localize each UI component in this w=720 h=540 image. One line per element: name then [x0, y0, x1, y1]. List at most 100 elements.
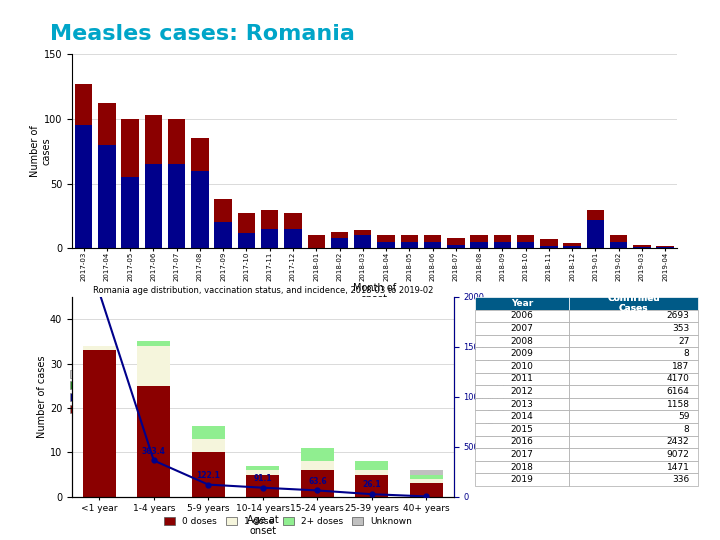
Bar — [563, 243, 581, 246]
Bar — [475, 373, 569, 385]
Bar — [122, 177, 139, 248]
Bar — [238, 233, 255, 248]
Bar — [301, 461, 333, 470]
Bar — [330, 232, 348, 238]
Bar — [261, 210, 279, 229]
Bar — [475, 309, 569, 322]
Bar — [410, 475, 443, 479]
Text: 1158: 1158 — [667, 400, 690, 409]
Text: 2015: 2015 — [510, 425, 534, 434]
Bar — [517, 235, 534, 242]
Bar — [569, 448, 698, 461]
Bar — [145, 115, 162, 164]
Bar — [563, 246, 581, 248]
Bar — [246, 465, 279, 470]
Bar — [410, 483, 443, 497]
Text: Year: Year — [511, 299, 534, 308]
Bar — [587, 220, 604, 248]
Bar — [569, 398, 698, 410]
Bar — [377, 242, 395, 248]
Bar — [569, 373, 698, 385]
Bar — [354, 230, 372, 235]
Bar — [238, 213, 255, 233]
Bar — [657, 246, 674, 247]
Text: 1471: 1471 — [667, 463, 690, 471]
Bar — [138, 386, 170, 497]
Bar — [633, 247, 651, 248]
Bar — [145, 164, 162, 248]
Text: 187: 187 — [672, 362, 690, 371]
Text: 2693: 2693 — [667, 312, 690, 320]
Bar — [410, 470, 443, 475]
Bar — [475, 423, 569, 436]
Y-axis label: Number of cases: Number of cases — [37, 356, 47, 438]
Bar — [424, 235, 441, 242]
Bar — [569, 335, 698, 347]
Y-axis label: Number of
cases: Number of cases — [30, 125, 52, 177]
Bar — [301, 448, 333, 461]
Bar — [307, 235, 325, 248]
Bar — [75, 125, 92, 248]
Bar — [517, 242, 534, 248]
Bar — [410, 479, 443, 483]
Bar — [192, 439, 225, 453]
Bar — [400, 235, 418, 242]
Bar — [475, 436, 569, 448]
Bar — [447, 245, 464, 248]
Bar — [192, 453, 225, 497]
Bar — [284, 213, 302, 229]
Legend: 0 doses, 1 dose, 2+ doses, Unknown: 0 doses, 1 dose, 2+ doses, Unknown — [161, 514, 415, 530]
Text: 2046.8: 2046.8 — [0, 539, 1, 540]
Text: 6164: 6164 — [667, 387, 690, 396]
Bar — [569, 461, 698, 474]
Text: 26.1: 26.1 — [362, 480, 381, 489]
Bar — [610, 242, 627, 248]
Bar — [494, 242, 511, 248]
Bar — [168, 119, 185, 164]
Bar — [569, 436, 698, 448]
Bar — [569, 322, 698, 335]
Bar — [400, 242, 418, 248]
Bar — [587, 210, 604, 220]
Text: 4170: 4170 — [667, 374, 690, 383]
Bar — [261, 229, 279, 248]
Bar — [447, 238, 464, 245]
Bar — [569, 297, 698, 309]
Text: 2006: 2006 — [510, 312, 534, 320]
Bar — [75, 84, 92, 125]
Bar — [192, 138, 209, 171]
Bar — [356, 461, 388, 470]
Text: 2009: 2009 — [510, 349, 534, 358]
Bar — [246, 470, 279, 475]
Bar — [540, 239, 557, 246]
Bar — [569, 410, 698, 423]
Text: 8: 8 — [684, 349, 690, 358]
Text: Measles cases: Romania: Measles cases: Romania — [50, 24, 355, 44]
Bar — [569, 474, 698, 486]
Text: 2014: 2014 — [510, 412, 534, 421]
Title: Romania age distribution, vaccination status, and incidence, 2018-03 to 2019-02: Romania age distribution, vaccination st… — [93, 286, 433, 295]
Text: 2008: 2008 — [510, 336, 534, 346]
Bar — [83, 350, 116, 497]
Bar — [475, 461, 569, 474]
Bar — [475, 347, 569, 360]
Text: 2018: 2018 — [510, 463, 534, 471]
Bar — [354, 235, 372, 248]
Bar — [377, 235, 395, 242]
Bar — [138, 341, 170, 346]
Bar — [475, 322, 569, 335]
Text: 59: 59 — [678, 412, 690, 421]
Bar — [215, 199, 232, 222]
X-axis label: Month of
onset: Month of onset — [353, 282, 396, 304]
Bar — [301, 470, 333, 497]
Bar — [633, 245, 651, 247]
Bar — [540, 246, 557, 248]
Text: 336: 336 — [672, 475, 690, 484]
Bar — [569, 385, 698, 398]
Text: 2013: 2013 — [510, 400, 534, 409]
Text: 2016: 2016 — [510, 437, 534, 447]
Bar — [569, 360, 698, 373]
Bar — [330, 238, 348, 248]
Text: Confirmed
Cases: Confirmed Cases — [607, 294, 660, 313]
Text: 8: 8 — [684, 425, 690, 434]
